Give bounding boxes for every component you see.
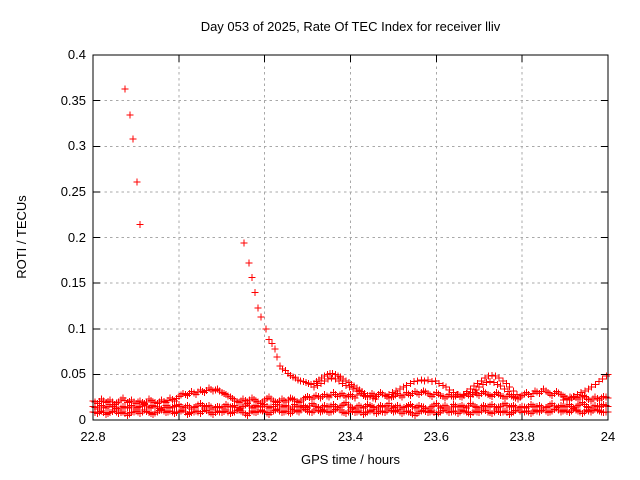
y-tick-label: 0.1: [67, 320, 86, 336]
y-tick-label: 0.4: [67, 47, 86, 62]
x-tick-label: 23.6: [423, 429, 449, 444]
y-tick-label: 0.25: [60, 183, 86, 199]
y-tick-label: 0.2: [67, 229, 86, 245]
x-tick-label: 23.8: [509, 429, 535, 444]
y-tick-label: 0.15: [60, 275, 86, 291]
x-axis-title: GPS time / hours: [301, 452, 400, 467]
x-tick-label: 23.2: [252, 429, 278, 444]
x-tick-label: 24: [600, 429, 616, 444]
y-tick-label: 0.35: [60, 92, 86, 108]
y-tick-label: 0.3: [67, 138, 86, 154]
x-tick-label: 22.8: [80, 429, 106, 444]
x-tick-label: 23.4: [337, 429, 364, 444]
grid-lines: [93, 55, 608, 420]
y-tick-label: 0: [78, 412, 86, 427]
x-tick-label: 23: [171, 429, 187, 444]
axes-border: [92, 54, 609, 421]
chart-title: Day 053 of 2025, Rate Of TEC Index for r…: [200, 19, 501, 34]
y-tick-label: 0.05: [60, 366, 86, 382]
